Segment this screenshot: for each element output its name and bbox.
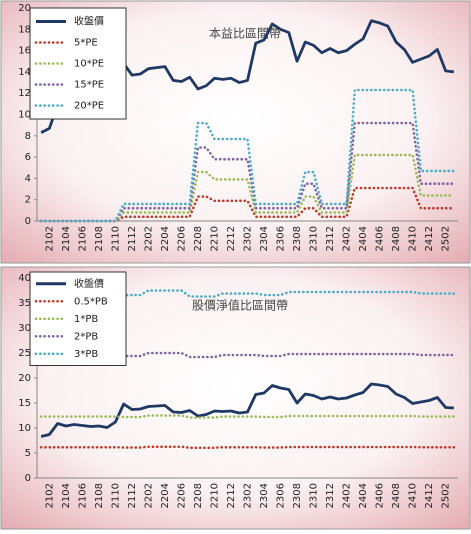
x-tick-label: 2412 [424,483,435,508]
x-tick-label: 2206 [176,226,187,251]
y-tick-label: 0 [25,216,31,227]
x-tick-label: 2212 [226,226,237,251]
x-tick-label: 2308 [292,226,303,251]
x-tick-label: 2208 [193,483,204,508]
series-line [39,445,456,450]
x-tick-label: 2302 [243,483,254,508]
x-tick-label: 2404 [358,483,369,508]
x-tick-label: 2106 [77,483,88,508]
x-tick-label: 2212 [226,483,237,508]
x-tick-label: 2308 [292,483,303,508]
x-tick-label: 2502 [441,226,452,251]
y-tick-label: 15 [18,398,31,409]
x-tick-label: 2112 [127,483,138,508]
x-tick-label: 2402 [342,483,353,508]
y-tick-label: 25 [18,348,31,359]
x-tick-label: 2310 [309,226,320,251]
y-tick-label: 2 [25,195,31,206]
x-tick-label: 2102 [44,226,55,251]
x-tick-label: 2312 [325,226,336,251]
x-tick-label: 2306 [276,483,287,508]
y-tick-label: 14 [18,67,31,78]
x-tick-label: 2108 [94,226,105,251]
x-tick-label: 2302 [243,226,254,251]
legend-label: 收盤價 [74,277,104,290]
x-tick-label: 2310 [309,483,320,508]
x-tick-label: 2204 [160,483,171,508]
legend-label: 2*PB [74,331,98,342]
x-tick-label: 2404 [358,226,369,251]
y-tick-label: 6 [25,152,31,163]
x-tick-label: 2410 [408,483,419,508]
legend-label: 5*PE [74,38,98,49]
x-tick-label: 2406 [375,226,386,251]
legend-label: 15*PE [74,80,104,91]
x-tick-label: 2106 [77,226,88,251]
x-tick-label: 2208 [193,226,204,251]
legend-label: 10*PE [74,59,104,70]
x-tick-label: 2306 [276,226,287,251]
x-tick-label: 2410 [408,226,419,251]
x-tick-label: 2402 [342,226,353,251]
y-tick-label: 30 [18,323,31,334]
y-tick-label: 12 [18,88,31,99]
annotation: 本益比區間帶 [209,27,281,41]
legend-label: 3*PB [74,349,98,360]
legend-label: 收盤價 [74,15,104,28]
x-tick-label: 2408 [391,226,402,251]
series-line [39,414,456,419]
y-tick-label: 18 [18,24,31,35]
y-tick-label: 4 [25,173,31,184]
y-tick-label: 40 [18,273,31,284]
x-tick-label: 2104 [61,226,72,251]
x-tick-label: 2210 [209,226,220,251]
x-tick-label: 2406 [375,483,386,508]
x-tick-label: 2210 [209,483,220,508]
x-tick-label: 2304 [259,483,270,508]
y-tick-label: 10 [18,423,31,434]
y-tick-label: 8 [25,131,31,142]
x-tick-label: 2502 [441,483,452,508]
x-tick-label: 2408 [391,483,402,508]
x-tick-label: 2312 [325,483,336,508]
legend-label: 1*PB [74,314,98,325]
y-tick-label: 0 [25,473,31,484]
x-tick-label: 2108 [94,483,105,508]
x-tick-label: 2102 [44,483,55,508]
legend-label: 20*PE [74,101,104,112]
y-tick-label: 20 [18,373,31,384]
series-line [39,88,456,223]
y-tick-label: 5 [25,448,31,459]
x-tick-label: 2104 [61,483,72,508]
x-tick-label: 2202 [143,483,154,508]
x-tick-label: 2110 [110,226,121,251]
series-line [40,382,454,438]
x-tick-label: 2204 [160,226,171,251]
x-tick-label: 2412 [424,226,435,251]
y-tick-label: 20 [18,3,31,14]
x-tick-label: 2304 [259,226,270,251]
x-tick-label: 2110 [110,483,121,508]
y-tick-label: 35 [18,298,31,309]
y-tick-label: 16 [18,46,31,57]
legend-label: 0.5*PB [74,296,108,307]
annotation: 股價淨值比區間帶 [192,298,288,313]
x-tick-label: 2202 [143,226,154,251]
x-tick-label: 2112 [127,226,138,251]
y-tick-label: 10 [18,110,31,121]
x-tick-label: 2206 [176,483,187,508]
